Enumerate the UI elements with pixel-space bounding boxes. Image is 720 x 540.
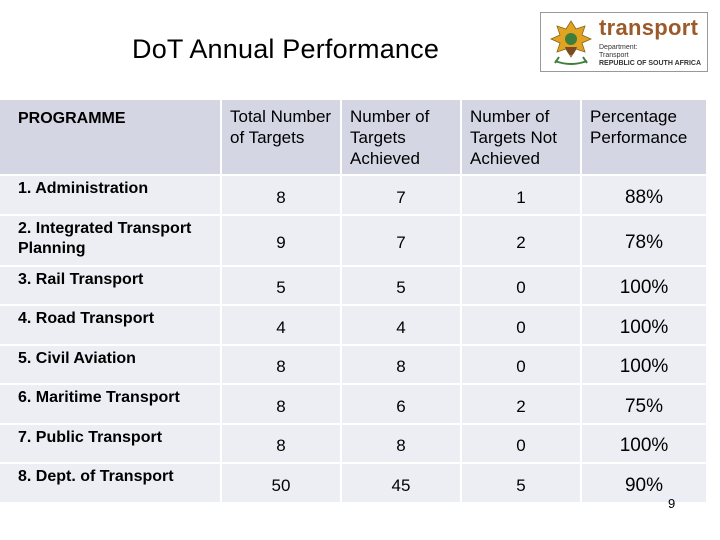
table-header-row: PROGRAMME Total Number of Targets Number…: [0, 100, 708, 176]
header-total-targets: Total Number of Targets: [222, 100, 342, 176]
not-achieved-cell: 0: [462, 266, 582, 306]
percentage-cell: 100%: [582, 266, 708, 306]
table-row: 5. Civil Aviation 8 8 0 100%: [0, 345, 708, 385]
total-cell: 5: [222, 266, 342, 306]
achieved-cell: 45: [342, 464, 462, 504]
percentage-cell: 100%: [582, 306, 708, 346]
percentage-cell: 78%: [582, 215, 708, 267]
logo-brand-text: transport: [599, 15, 699, 40]
programme-cell: 8. Dept. of Transport: [0, 464, 222, 504]
table-row: 6. Maritime Transport 8 6 2 75%: [0, 385, 708, 425]
programme-cell: 5. Civil Aviation: [0, 345, 222, 385]
percentage-cell: 100%: [582, 424, 708, 464]
header-targets-achieved: Number of Targets Achieved: [342, 100, 462, 176]
not-achieved-cell: 0: [462, 306, 582, 346]
total-cell: 8: [222, 176, 342, 216]
table-row: 7. Public Transport 8 8 0 100%: [0, 424, 708, 464]
coat-of-arms-icon: [550, 20, 592, 65]
achieved-cell: 5: [342, 266, 462, 306]
logo-subtitle: Department: Transport REPUBLIC OF SOUTH …: [599, 44, 701, 68]
department-logo: transport Department: Transport REPUBLIC…: [540, 12, 708, 72]
table-row: 8. Dept. of Transport 50 45 5 90%: [0, 464, 708, 504]
achieved-cell: 7: [342, 176, 462, 216]
total-cell: 50: [222, 464, 342, 504]
total-cell: 8: [222, 385, 342, 425]
total-cell: 8: [222, 345, 342, 385]
programme-cell: 2. Integrated Transport Planning: [0, 215, 222, 267]
percentage-cell: 75%: [582, 385, 708, 425]
achieved-cell: 7: [342, 215, 462, 267]
programme-cell: 6. Maritime Transport: [0, 385, 222, 425]
percentage-cell: 100%: [582, 345, 708, 385]
performance-table: PROGRAMME Total Number of Targets Number…: [0, 100, 708, 504]
not-achieved-cell: 1: [462, 176, 582, 216]
not-achieved-cell: 0: [462, 345, 582, 385]
not-achieved-cell: 0: [462, 424, 582, 464]
percentage-cell: 88%: [582, 176, 708, 216]
table-row: 3. Rail Transport 5 5 0 100%: [0, 266, 708, 306]
table-row: 4. Road Transport 4 4 0 100%: [0, 306, 708, 346]
header-programme: PROGRAMME: [0, 100, 222, 176]
total-cell: 4: [222, 306, 342, 346]
total-cell: 9: [222, 215, 342, 267]
table-row: 1. Administration 8 7 1 88%: [0, 176, 708, 216]
page-title: DoT Annual Performance: [132, 34, 440, 64]
programme-cell: 3. Rail Transport: [0, 266, 222, 306]
header-percentage-performance: Percentage Performance: [582, 100, 708, 176]
achieved-cell: 8: [342, 424, 462, 464]
header-targets-not-achieved: Number of Targets Not Achieved: [462, 100, 582, 176]
page-number: 9: [668, 496, 676, 511]
programme-cell: 7. Public Transport: [0, 424, 222, 464]
programme-cell: 4. Road Transport: [0, 306, 222, 346]
logo-country: REPUBLIC OF SOUTH AFRICA: [599, 60, 702, 67]
percentage-cell: 90%: [582, 464, 708, 504]
logo-line: Department:: [599, 44, 638, 51]
achieved-cell: 4: [342, 306, 462, 346]
total-cell: 8: [222, 424, 342, 464]
not-achieved-cell: 5: [462, 464, 582, 504]
table-row: 2. Integrated Transport Planning 9 7 2 7…: [0, 215, 708, 267]
achieved-cell: 6: [342, 385, 462, 425]
not-achieved-cell: 2: [462, 215, 582, 267]
logo-line: Transport: [599, 52, 629, 59]
achieved-cell: 8: [342, 345, 462, 385]
not-achieved-cell: 2: [462, 385, 582, 425]
programme-cell: 1. Administration: [0, 176, 222, 216]
